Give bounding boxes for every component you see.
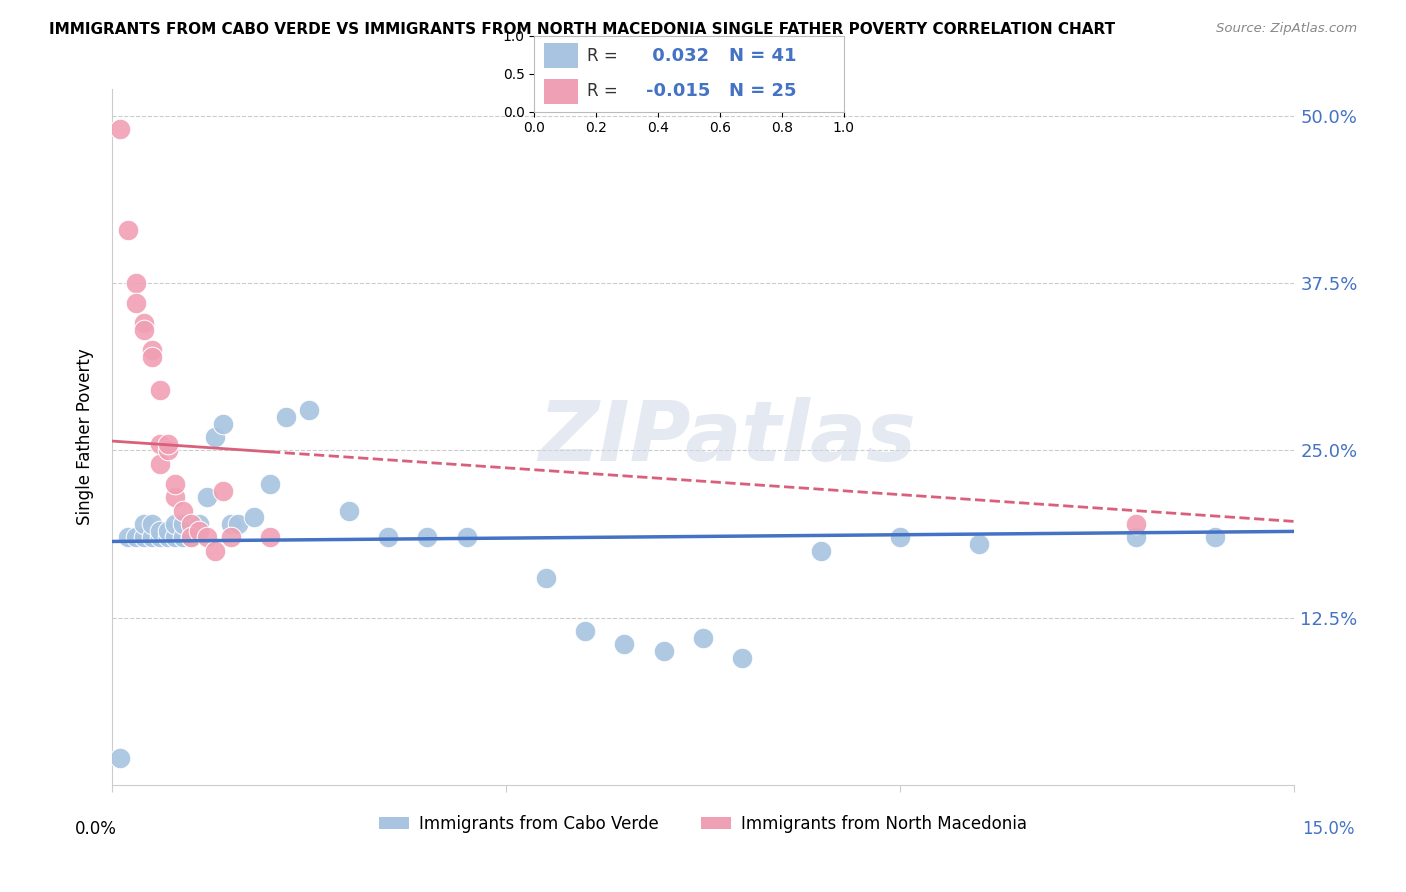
Point: [204, 544, 226, 558]
Point: [141, 343, 163, 358]
Point: [149, 384, 172, 398]
Point: [132, 317, 155, 331]
Point: [165, 516, 187, 531]
Point: [1204, 530, 1226, 544]
Point: [228, 516, 250, 531]
Point: [132, 516, 155, 531]
Point: [195, 530, 218, 544]
Point: [274, 410, 297, 425]
Y-axis label: Single Father Poverty: Single Father Poverty: [76, 349, 94, 525]
Point: [149, 530, 172, 544]
Point: [110, 122, 132, 136]
Point: [132, 530, 155, 544]
Point: [165, 530, 187, 544]
Point: [810, 544, 832, 558]
Text: ZIPatlas: ZIPatlas: [537, 397, 915, 477]
Point: [219, 530, 242, 544]
Point: [117, 223, 139, 237]
Point: [149, 524, 172, 538]
Text: 0.032: 0.032: [645, 46, 709, 65]
Point: [377, 530, 399, 544]
Text: -0.015: -0.015: [645, 82, 710, 100]
Point: [172, 503, 194, 517]
Point: [165, 490, 187, 504]
Point: [259, 530, 281, 544]
Point: [211, 417, 233, 431]
Point: [652, 644, 675, 658]
FancyBboxPatch shape: [544, 78, 578, 104]
Point: [211, 483, 233, 498]
Text: 15.0%: 15.0%: [1302, 820, 1355, 838]
Point: [156, 530, 179, 544]
Point: [219, 516, 242, 531]
Point: [613, 637, 636, 651]
Point: [195, 490, 218, 504]
Point: [180, 530, 202, 544]
Point: [188, 524, 211, 538]
Point: [156, 443, 179, 458]
Text: N = 25: N = 25: [730, 82, 797, 100]
Point: [204, 430, 226, 444]
Point: [125, 530, 148, 544]
Point: [889, 530, 911, 544]
Point: [156, 524, 179, 538]
Point: [188, 516, 211, 531]
Point: [180, 516, 202, 531]
Point: [141, 516, 163, 531]
Point: [692, 631, 714, 645]
Point: [141, 530, 163, 544]
Point: [132, 323, 155, 337]
Text: R =: R =: [586, 46, 617, 65]
Point: [125, 296, 148, 310]
Point: [125, 277, 148, 291]
Text: IMMIGRANTS FROM CABO VERDE VS IMMIGRANTS FROM NORTH MACEDONIA SINGLE FATHER POVE: IMMIGRANTS FROM CABO VERDE VS IMMIGRANTS…: [49, 22, 1115, 37]
Text: N = 41: N = 41: [730, 46, 797, 65]
Point: [1125, 530, 1147, 544]
Point: [337, 503, 360, 517]
Point: [165, 476, 187, 491]
Point: [416, 530, 439, 544]
Point: [298, 403, 321, 417]
Point: [180, 530, 202, 544]
Point: [149, 457, 172, 471]
Point: [731, 651, 754, 665]
Point: [967, 537, 990, 551]
Text: R =: R =: [586, 82, 617, 100]
Point: [110, 751, 132, 765]
Point: [534, 571, 557, 585]
Point: [117, 530, 139, 544]
Text: 0.0%: 0.0%: [75, 820, 117, 838]
FancyBboxPatch shape: [544, 44, 578, 69]
Point: [172, 516, 194, 531]
Point: [149, 436, 172, 450]
Point: [172, 530, 194, 544]
Point: [243, 510, 266, 524]
Point: [574, 624, 596, 639]
Point: [456, 530, 478, 544]
Legend: Immigrants from Cabo Verde, Immigrants from North Macedonia: Immigrants from Cabo Verde, Immigrants f…: [373, 808, 1033, 839]
Text: Source: ZipAtlas.com: Source: ZipAtlas.com: [1216, 22, 1357, 36]
Point: [1125, 516, 1147, 531]
Point: [156, 436, 179, 450]
Point: [259, 476, 281, 491]
Point: [141, 350, 163, 364]
